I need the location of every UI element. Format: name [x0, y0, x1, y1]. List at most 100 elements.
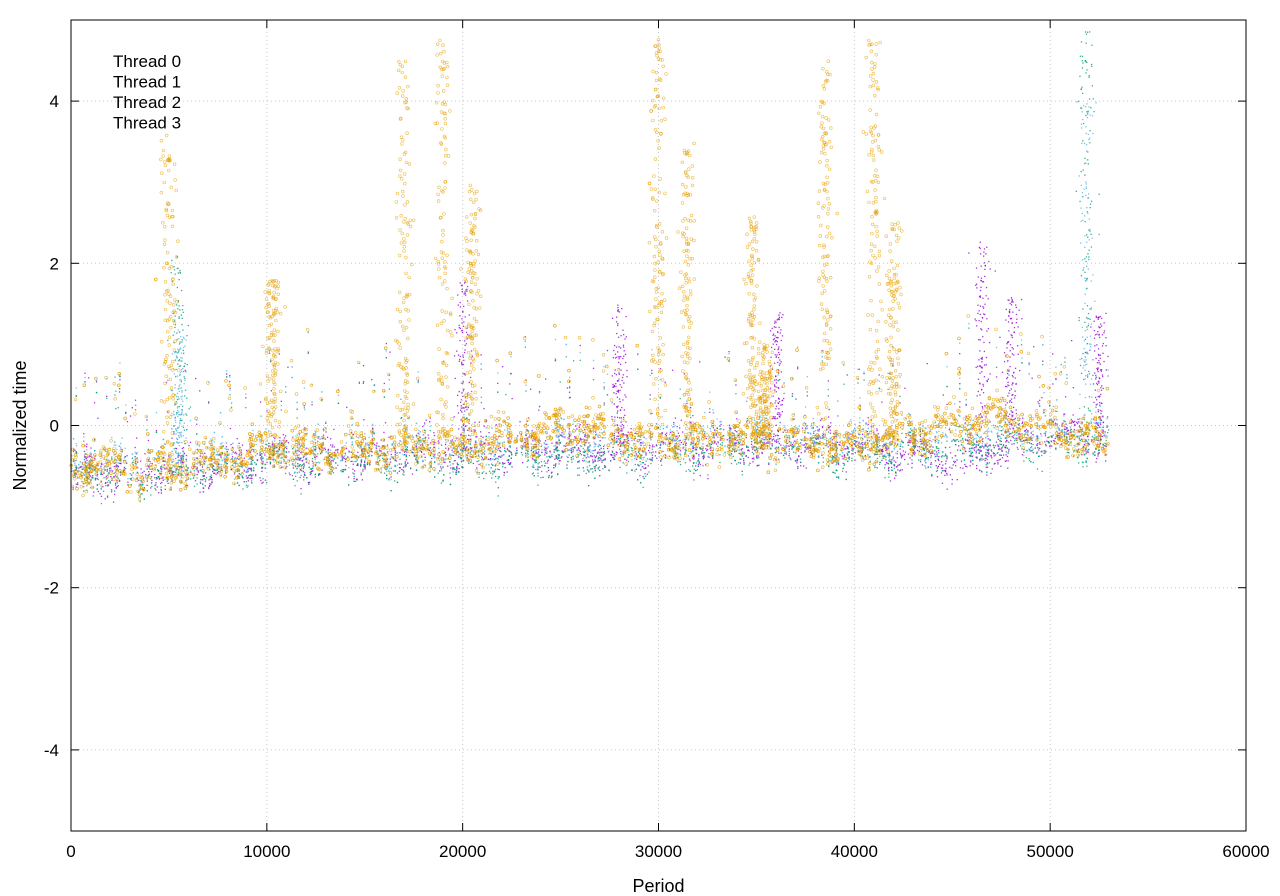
data-point [1099, 377, 1101, 380]
data-point [859, 434, 861, 436]
data-point [979, 253, 982, 255]
data-point [816, 426, 818, 428]
data-point [800, 461, 802, 463]
data-point [208, 401, 210, 403]
data-point [105, 476, 108, 478]
data-point [935, 451, 938, 453]
data-point [96, 478, 98, 480]
data-point [538, 451, 540, 453]
data-point [1050, 445, 1053, 447]
data-point [618, 358, 620, 360]
data-point [698, 461, 700, 463]
data-point [932, 452, 934, 454]
data-point [938, 456, 940, 458]
data-point [1086, 465, 1088, 467]
data-point [976, 365, 979, 368]
data-point [506, 459, 508, 461]
data-point [899, 469, 902, 471]
data-point [285, 391, 287, 393]
data-point [526, 429, 528, 431]
data-point [679, 397, 681, 400]
data-point [1069, 422, 1071, 424]
data-point [985, 416, 987, 418]
data-point [979, 450, 981, 452]
data-point [1009, 312, 1011, 314]
data-point [445, 447, 447, 449]
data-point [537, 452, 539, 455]
data-point [467, 333, 469, 336]
data-point [535, 468, 537, 471]
data-point [1085, 432, 1087, 434]
data-point [835, 431, 837, 434]
data-point [580, 454, 583, 456]
data-point [1095, 378, 1097, 380]
data-point [1030, 432, 1032, 434]
data-point [424, 422, 426, 424]
data-point [772, 334, 774, 336]
data-point [462, 395, 464, 397]
data-point [893, 464, 896, 466]
data-point [380, 451, 382, 453]
data-point [72, 488, 74, 490]
data-point [817, 430, 819, 432]
data-point [1012, 437, 1015, 439]
data-point [460, 399, 463, 401]
data-point [585, 442, 587, 444]
data-point [625, 336, 627, 338]
data-point [936, 467, 939, 469]
data-point [611, 317, 614, 319]
data-point [624, 353, 627, 356]
data-point [1097, 453, 1099, 455]
data-point [102, 486, 104, 488]
data-point [1005, 414, 1007, 417]
data-point [590, 454, 592, 457]
data-point [568, 449, 570, 451]
data-point [995, 366, 998, 368]
data-point [641, 466, 643, 468]
data-point [507, 438, 509, 440]
data-point [433, 443, 435, 446]
data-point [402, 473, 404, 475]
data-point [472, 456, 474, 458]
data-point [579, 437, 582, 440]
data-point [250, 467, 252, 469]
data-point [1066, 377, 1068, 379]
data-point [620, 421, 622, 423]
data-point [986, 449, 988, 451]
data-point [627, 442, 629, 444]
data-point [911, 462, 913, 464]
data-point [747, 449, 749, 451]
data-point [215, 473, 217, 475]
data-point [112, 501, 115, 503]
data-point [1024, 439, 1026, 442]
data-point [623, 439, 625, 441]
data-point [463, 445, 465, 447]
data-point [837, 441, 839, 443]
data-point [968, 327, 970, 329]
data-point [238, 449, 240, 451]
data-point [970, 461, 972, 463]
data-point [250, 474, 252, 476]
data-point [464, 351, 466, 354]
data-point [739, 458, 741, 460]
data-point [730, 462, 733, 465]
data-point [751, 451, 753, 453]
data-point [1095, 426, 1097, 428]
data-point [550, 476, 553, 479]
data-point [675, 454, 677, 457]
data-point [1074, 423, 1076, 426]
data-point [827, 427, 830, 429]
data-point [254, 461, 256, 464]
data-point [985, 452, 987, 454]
data-point [233, 473, 236, 475]
data-point [619, 430, 622, 432]
data-point [318, 474, 320, 477]
data-point [464, 425, 466, 427]
data-point [902, 450, 904, 452]
data-point [616, 406, 618, 409]
data-point [468, 419, 470, 421]
data-point [1006, 447, 1009, 449]
data-point [1073, 429, 1075, 431]
data-point [627, 449, 629, 451]
data-point [645, 452, 647, 454]
